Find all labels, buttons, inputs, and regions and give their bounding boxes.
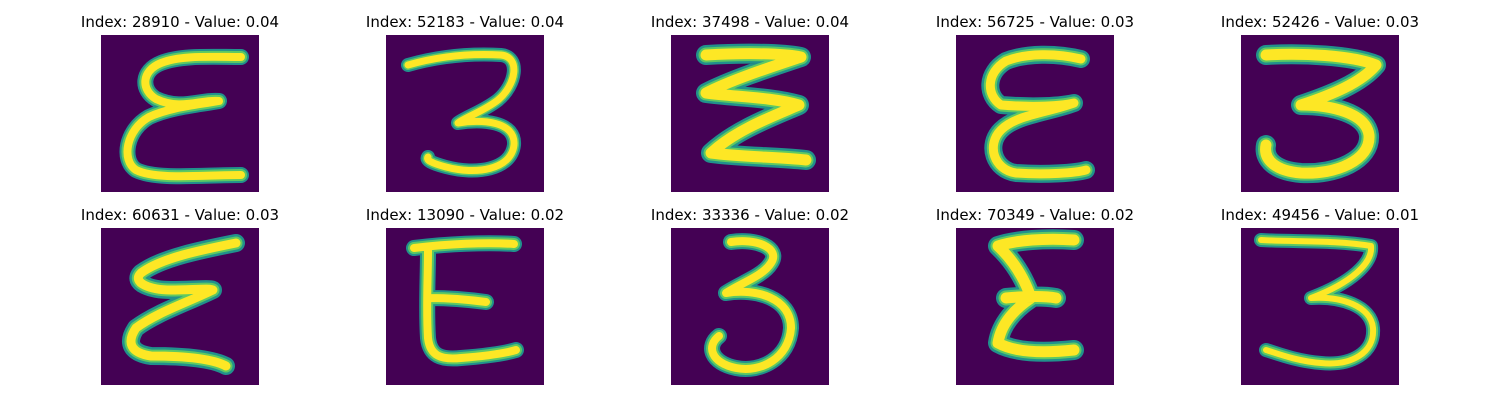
- digit-image: [386, 228, 544, 385]
- panel-title: Index: 13090 - Value: 0.02: [365, 206, 565, 224]
- panel-title: Index: 33336 - Value: 0.02: [650, 206, 850, 224]
- panel-title: Index: 49456 - Value: 0.01: [1220, 206, 1420, 224]
- digit-image: [101, 228, 259, 385]
- digit-image: [956, 228, 1114, 385]
- digit-epsilon-graphic: [101, 35, 259, 192]
- panel-title: Index: 28910 - Value: 0.04: [80, 13, 280, 31]
- panel-title: Index: 52426 - Value: 0.03: [1220, 13, 1420, 31]
- digit-epsilon-graphic: [956, 228, 1114, 385]
- panel-title: Index: 37498 - Value: 0.04: [650, 13, 850, 31]
- digit-epsilon-graphic: [386, 228, 544, 385]
- digit-three-graphic: [386, 35, 544, 192]
- digit-image: [1241, 35, 1399, 192]
- digit-three-graphic: [671, 228, 829, 385]
- panel-title: Index: 52183 - Value: 0.04: [365, 13, 565, 31]
- digit-image: [671, 228, 829, 385]
- digit-epsilon-graphic: [956, 35, 1114, 192]
- digit-zigzag-graphic: [671, 35, 829, 192]
- digit-image: [101, 35, 259, 192]
- digit-three-graphic: [1241, 228, 1399, 385]
- digit-image: [386, 35, 544, 192]
- panel-title: Index: 60631 - Value: 0.03: [80, 206, 280, 224]
- digit-image: [1241, 228, 1399, 385]
- digit-three-graphic: [1241, 35, 1399, 192]
- digit-image: [671, 35, 829, 192]
- panel-title: Index: 70349 - Value: 0.02: [935, 206, 1135, 224]
- digit-image: [956, 35, 1114, 192]
- digit-zigzag-graphic: [101, 228, 259, 385]
- panel-title: Index: 56725 - Value: 0.03: [935, 13, 1135, 31]
